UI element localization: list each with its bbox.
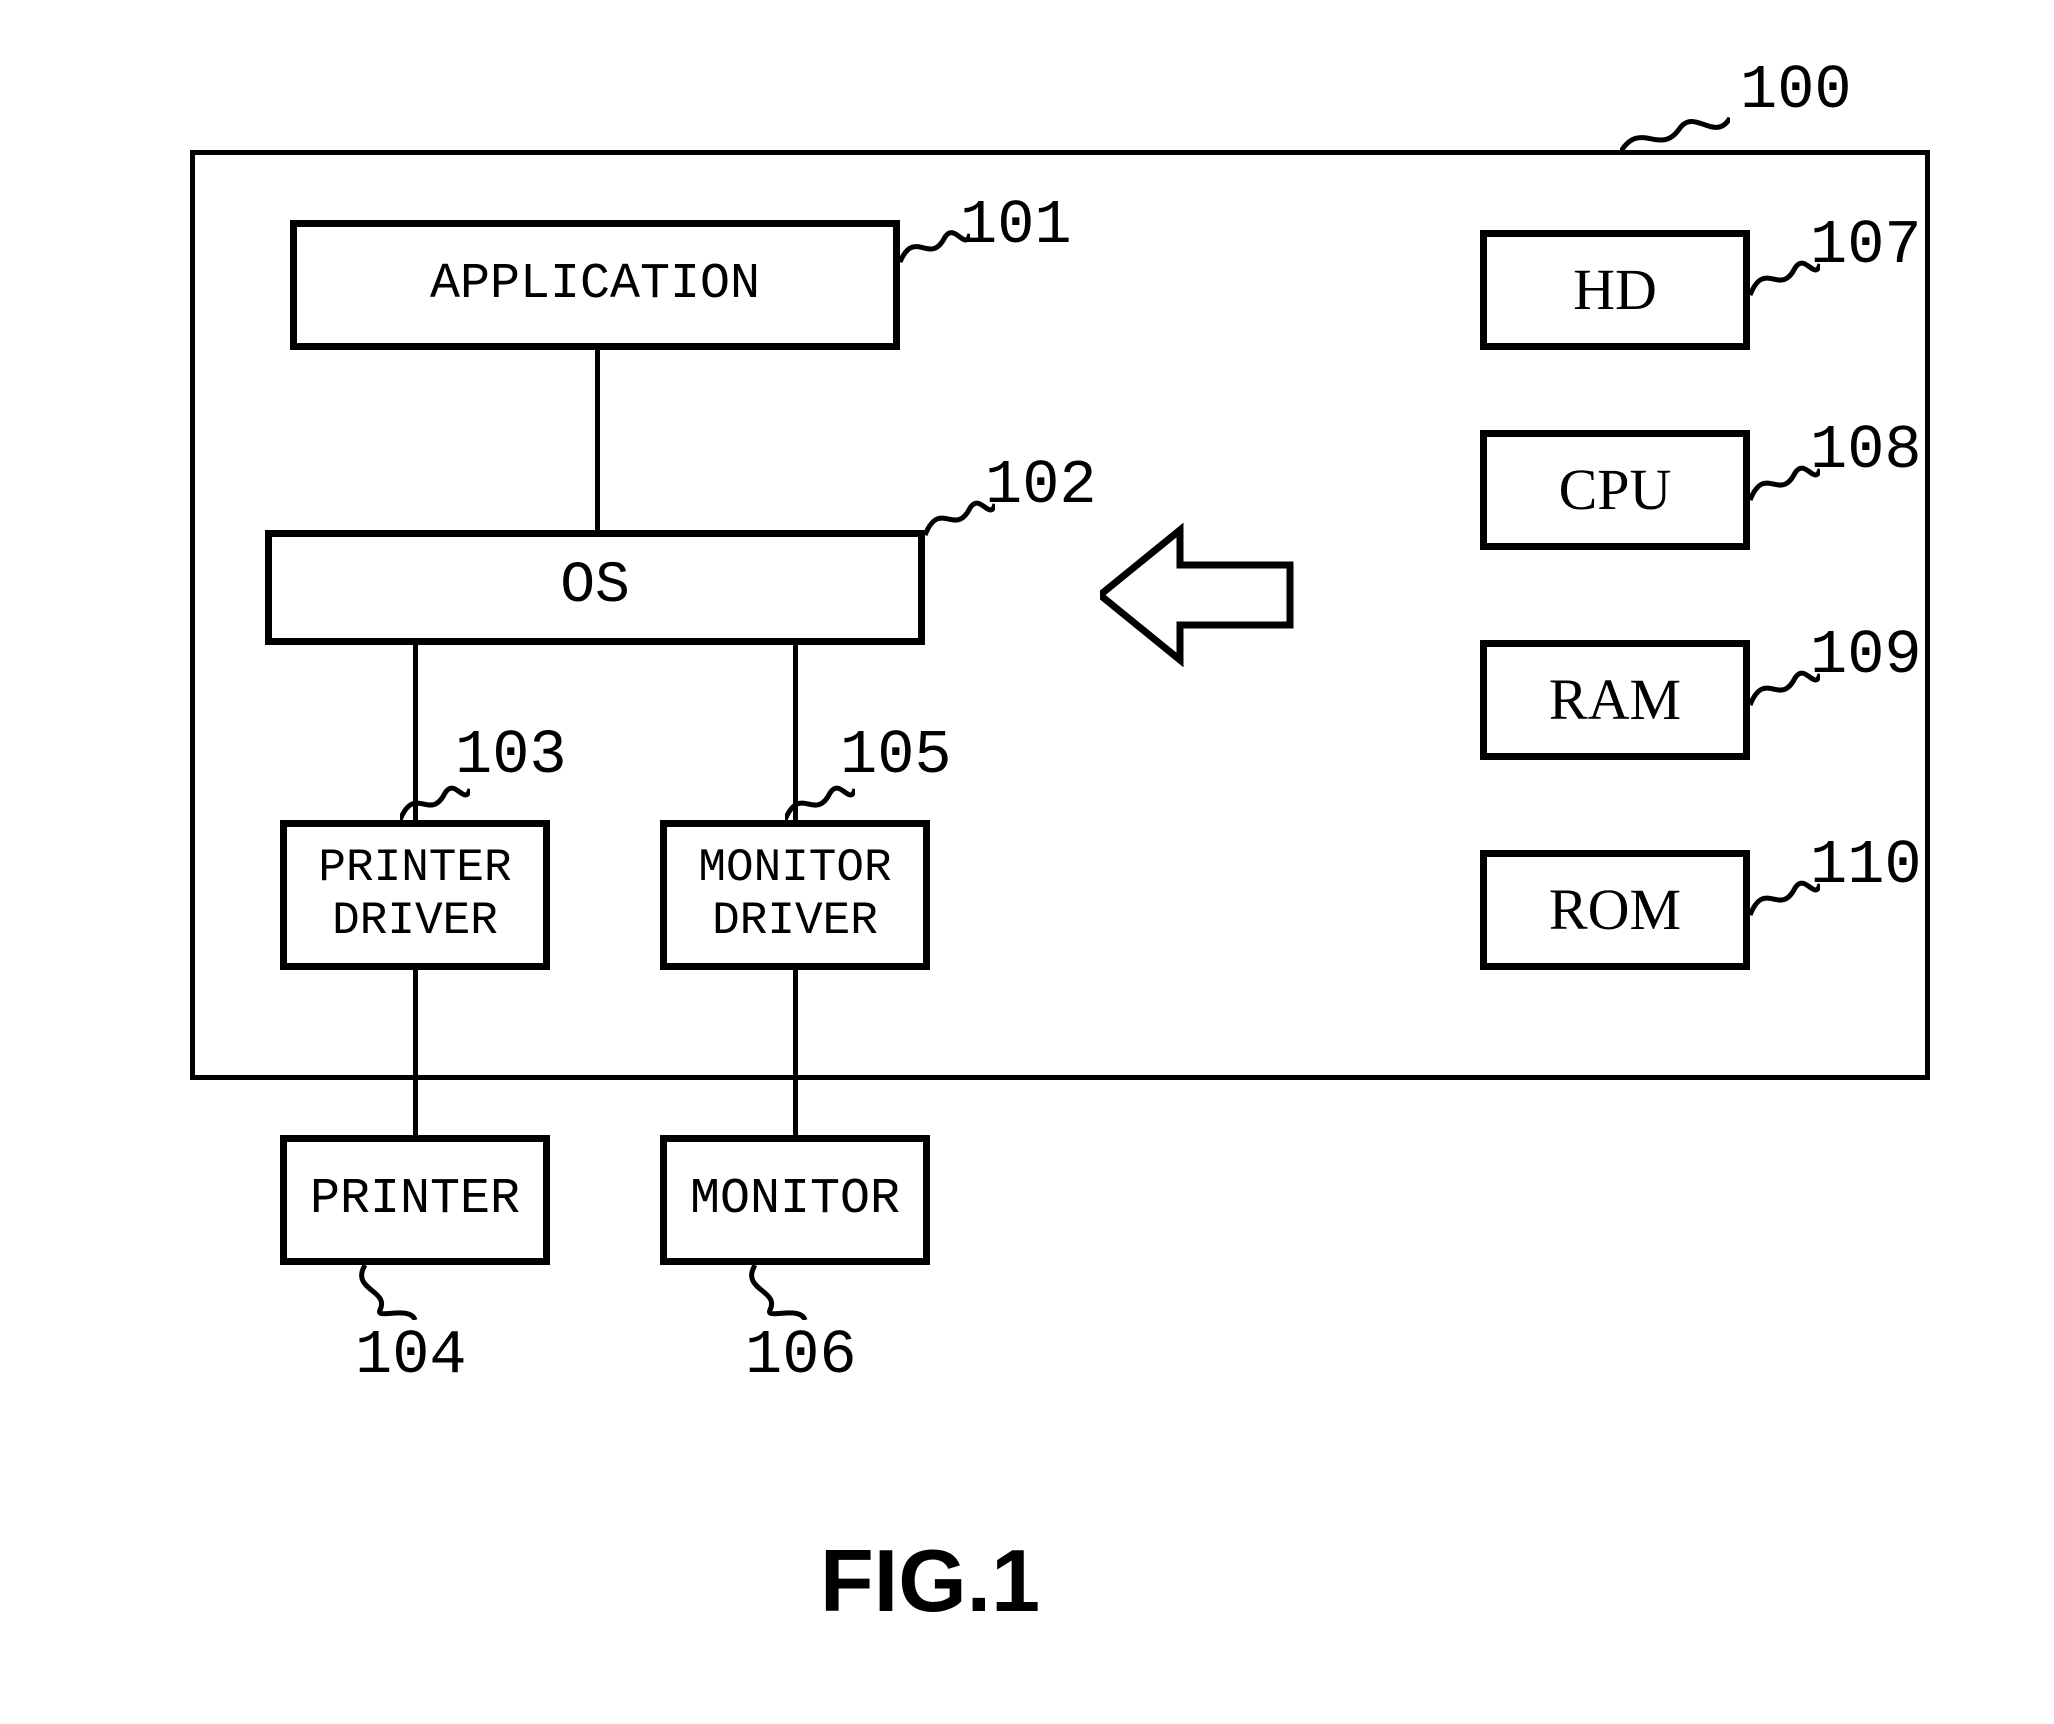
box-cpu: CPU xyxy=(1480,430,1750,550)
squiggle-100 xyxy=(1620,108,1730,158)
squiggle-104 xyxy=(355,1265,425,1320)
line-app-to-os xyxy=(595,350,600,530)
ref-105: 105 xyxy=(840,720,952,791)
squiggle-108 xyxy=(1750,455,1820,505)
box-os-text: OS xyxy=(560,554,630,621)
box-monitor: MONITOR xyxy=(660,1135,930,1265)
line-monitor-driver-to-monitor xyxy=(793,970,798,1135)
box-printer-text: PRINTER xyxy=(310,1171,520,1229)
squiggle-101 xyxy=(900,222,970,267)
box-rom: ROM xyxy=(1480,850,1750,970)
box-ram: RAM xyxy=(1480,640,1750,760)
box-application: APPLICATION xyxy=(290,220,900,350)
ref-102: 102 xyxy=(985,450,1097,521)
box-monitor-driver-text: MONITOR DRIVER xyxy=(698,842,891,948)
squiggle-103 xyxy=(400,775,470,825)
ref-110: 110 xyxy=(1810,830,1922,901)
figure-title: FIG.1 xyxy=(820,1530,1040,1632)
box-hd-text: HD xyxy=(1573,257,1657,324)
block-arrow-left xyxy=(1100,520,1300,670)
ref-100: 100 xyxy=(1740,55,1852,126)
box-hd: HD xyxy=(1480,230,1750,350)
squiggle-107 xyxy=(1750,250,1820,300)
box-ram-text: RAM xyxy=(1549,667,1681,734)
ref-104: 104 xyxy=(355,1320,467,1391)
squiggle-105 xyxy=(785,775,855,825)
box-printer-driver-text: PRINTER DRIVER xyxy=(318,842,511,948)
ref-108: 108 xyxy=(1810,415,1922,486)
squiggle-102 xyxy=(925,490,995,540)
box-monitor-driver: MONITOR DRIVER xyxy=(660,820,930,970)
box-printer: PRINTER xyxy=(280,1135,550,1265)
ref-103: 103 xyxy=(455,720,567,791)
box-os: OS xyxy=(265,530,925,645)
box-cpu-text: CPU xyxy=(1559,457,1672,524)
squiggle-106 xyxy=(745,1265,815,1320)
ref-101: 101 xyxy=(960,190,1072,261)
squiggle-110 xyxy=(1750,870,1820,920)
box-rom-text: ROM xyxy=(1549,877,1681,944)
box-application-text: APPLICATION xyxy=(430,256,760,314)
ref-109: 109 xyxy=(1810,620,1922,691)
ref-106: 106 xyxy=(745,1320,857,1391)
line-printer-driver-to-printer xyxy=(413,970,418,1135)
ref-107: 107 xyxy=(1810,210,1922,281)
squiggle-109 xyxy=(1750,660,1820,710)
box-monitor-text: MONITOR xyxy=(690,1171,900,1229)
box-printer-driver: PRINTER DRIVER xyxy=(280,820,550,970)
